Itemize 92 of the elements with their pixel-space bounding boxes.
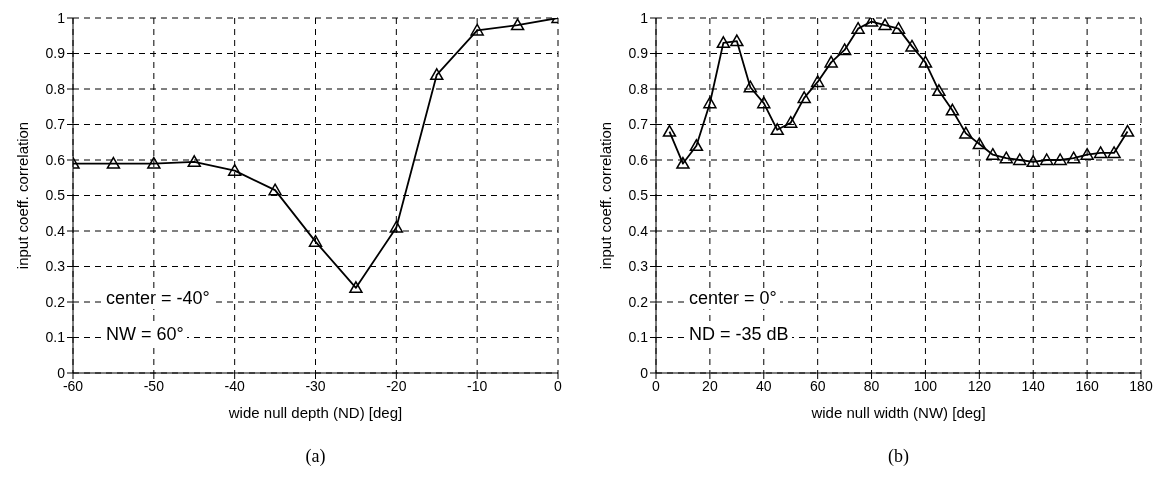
point xyxy=(905,39,919,52)
point xyxy=(999,151,1014,164)
point xyxy=(470,23,484,36)
annotation: NW = 60° xyxy=(103,324,187,345)
annotation: ND = -35 dB xyxy=(686,324,792,345)
point xyxy=(1093,146,1108,159)
y-tick-label: 0.6 xyxy=(45,151,66,168)
x-tick-label: -10 xyxy=(467,377,488,394)
y-tick-label: 0.3 xyxy=(628,258,649,275)
point xyxy=(972,137,987,150)
x-tick-label: -40 xyxy=(224,377,245,394)
y-tick-label: 0.7 xyxy=(45,116,66,133)
point xyxy=(308,234,323,247)
point xyxy=(918,55,933,68)
point xyxy=(730,34,744,47)
y-tick-label: 0.4 xyxy=(628,222,649,239)
point xyxy=(689,139,704,152)
y-tick-label: 0.3 xyxy=(45,258,66,275)
point xyxy=(1066,151,1081,164)
annotation: center = 0° xyxy=(686,288,780,309)
point xyxy=(662,124,677,137)
point xyxy=(1026,155,1040,168)
y-tick-label: 0.5 xyxy=(628,187,649,204)
x-tick-label: 0 xyxy=(652,377,661,394)
y-tick-label: 0.7 xyxy=(628,116,649,133)
point xyxy=(147,156,161,169)
y-tick-label: 0.1 xyxy=(628,329,649,346)
point xyxy=(676,156,690,169)
point xyxy=(1053,153,1067,166)
point xyxy=(1107,146,1121,159)
x-tick-label: 120 xyxy=(967,377,992,394)
y-tick-label: 1 xyxy=(640,9,649,26)
y-tick-label: 0.8 xyxy=(45,80,66,97)
x-tick-label: 20 xyxy=(702,377,718,394)
point xyxy=(349,281,363,294)
point xyxy=(106,156,121,169)
y-tick-label: 0.2 xyxy=(628,293,649,310)
point xyxy=(986,147,1000,160)
x-tick-label: -20 xyxy=(386,377,407,394)
point xyxy=(797,91,811,104)
x-tick-label: 0 xyxy=(554,377,563,394)
y-tick-label: 0 xyxy=(640,364,649,381)
y-tick-label: 0.2 xyxy=(45,293,66,310)
point xyxy=(932,84,946,97)
x-tick-label: 60 xyxy=(809,377,826,394)
point xyxy=(389,220,404,233)
y-tick-label: 0.9 xyxy=(628,45,649,62)
y-tick-label: 1 xyxy=(57,9,66,26)
point xyxy=(430,68,444,81)
text: (a) xyxy=(304,446,327,467)
point xyxy=(959,126,973,139)
x-tick-label: -50 xyxy=(143,377,165,394)
annotation: center = -40° xyxy=(103,288,213,309)
x-tick-label: 180 xyxy=(1129,377,1153,394)
text: (b) xyxy=(887,446,910,467)
x-tick-label: 40 xyxy=(755,377,772,394)
point xyxy=(703,96,717,109)
point xyxy=(227,163,242,176)
y-tick-label: 0.1 xyxy=(45,329,66,346)
point xyxy=(187,155,201,168)
point xyxy=(757,96,771,109)
point xyxy=(770,123,784,136)
x-tick-label: -30 xyxy=(305,377,326,394)
y-axis-title: input coeff. correlation xyxy=(597,121,615,270)
point xyxy=(1039,153,1054,166)
point xyxy=(851,21,865,34)
y-tick-label: 0.8 xyxy=(628,80,649,97)
x-tick-label: 100 xyxy=(913,377,938,394)
x-axis-title: wide null width (NW) [deg] xyxy=(810,404,986,421)
point xyxy=(810,75,825,88)
y-tick-label: 0.4 xyxy=(45,222,66,239)
y-tick-label: 0.9 xyxy=(45,45,66,62)
y-tick-label: 0.5 xyxy=(45,187,66,204)
x-tick-label: 80 xyxy=(863,377,880,394)
point xyxy=(716,36,731,49)
point xyxy=(783,115,798,128)
point xyxy=(743,80,758,93)
point xyxy=(268,183,282,196)
point xyxy=(510,18,525,31)
point xyxy=(878,18,892,31)
y-axis-title: input coeff. correlation xyxy=(14,121,32,270)
point xyxy=(1120,124,1135,137)
point xyxy=(945,103,960,116)
point xyxy=(891,21,906,34)
point xyxy=(837,43,852,56)
point xyxy=(824,55,838,68)
x-tick-label: 160 xyxy=(1075,377,1099,394)
x-axis-title: wide null depth (ND) [deg] xyxy=(227,404,403,421)
y-tick-label: 0.6 xyxy=(628,151,649,168)
point xyxy=(1080,147,1094,160)
point xyxy=(1013,153,1027,166)
x-tick-label: 140 xyxy=(1021,377,1046,394)
